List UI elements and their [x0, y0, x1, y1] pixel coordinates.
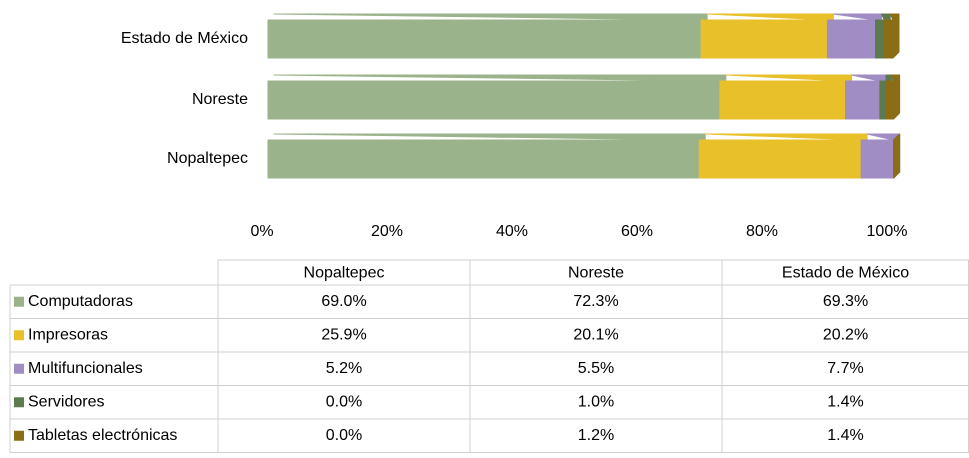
bar-segment [700, 13, 834, 59]
bar-segment [719, 74, 852, 120]
table-cell: 1.0% [578, 393, 614, 410]
x-tick-label: 0% [250, 223, 273, 240]
bar-segment [826, 13, 882, 59]
table-cell: 5.2% [326, 360, 362, 377]
table-cell: 1.2% [578, 427, 614, 444]
table-cell: 20.2% [823, 326, 868, 343]
bar-segment [883, 13, 900, 59]
bar-segment [885, 74, 901, 120]
table-cell: 20.1% [573, 326, 618, 343]
table-header: Nopaltepec [304, 265, 385, 282]
legend-label: Impresoras [28, 326, 108, 343]
y-tick-label: Noreste [192, 91, 248, 108]
bar-segment [267, 74, 727, 120]
legend-label: Computadoras [28, 293, 133, 310]
legend-swatch [14, 363, 24, 374]
x-tick-label: 20% [371, 223, 403, 240]
table-cell: 69.3% [823, 293, 868, 310]
legend-label: Servidores [28, 393, 104, 410]
legend-label: Multifuncionales [28, 360, 143, 377]
table-cell: 0.0% [326, 393, 362, 410]
x-tick-label: 60% [621, 223, 653, 240]
table-cell: 7.7% [827, 360, 863, 377]
bar-segment [267, 133, 706, 179]
table-header: Noreste [568, 265, 624, 282]
table-cell: 25.9% [321, 326, 366, 343]
legend-swatch [14, 330, 24, 341]
legend-label: Tabletas electrónicas [28, 427, 177, 444]
table-cell: 1.4% [827, 393, 863, 410]
legend-swatch [14, 397, 24, 408]
table-cell: 69.0% [321, 293, 366, 310]
x-tick-label: 40% [496, 223, 528, 240]
table-header: Estado de México [782, 265, 909, 282]
legend-swatch [14, 430, 24, 441]
y-tick-label: Estado de México [121, 30, 248, 47]
legend-swatch [14, 296, 24, 307]
bar-segment [698, 133, 868, 179]
table-cell: 1.4% [827, 427, 863, 444]
table-cell: 0.0% [326, 427, 362, 444]
x-tick-label: 100% [867, 223, 908, 240]
y-tick-label: Nopaltepec [167, 150, 248, 167]
table-cell: 72.3% [573, 293, 618, 310]
bar-segment [893, 133, 901, 179]
x-tick-label: 80% [746, 223, 778, 240]
bar-segment [267, 13, 708, 59]
table-cell: 5.5% [578, 360, 614, 377]
